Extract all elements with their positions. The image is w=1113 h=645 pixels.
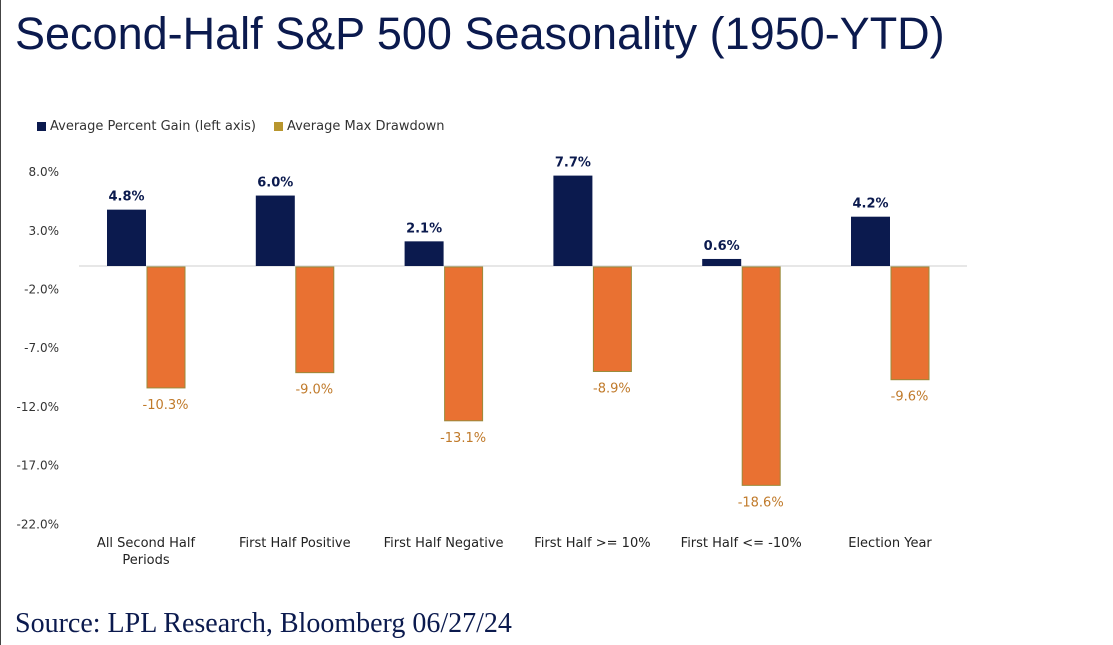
category-label: First Half >= 10% <box>534 536 650 551</box>
legend-item-drawdown: Average Max Drawdown <box>273 119 445 134</box>
y-tick-label: -2.0% <box>24 282 59 296</box>
legend-label-gain: Average Percent Gain (left axis) <box>50 119 256 134</box>
y-tick-label: -17.0% <box>17 459 59 473</box>
y-tick-label: -7.0% <box>24 341 59 355</box>
data-label-drawdown: -9.0% <box>295 383 333 398</box>
category-label: Election Year <box>848 536 932 551</box>
bar-drawdown <box>592 266 632 372</box>
legend-swatch-drawdown <box>273 122 283 131</box>
bar-gain <box>702 258 742 266</box>
data-label-gain: 7.7% <box>555 156 591 171</box>
bar-drawdown <box>146 266 186 389</box>
data-label-gain: 6.0% <box>257 176 293 191</box>
legend-swatch-gain <box>37 122 46 131</box>
category-label: All Second Half <box>97 536 196 551</box>
page-title: Second-Half S&P 500 Seasonality (1950-YT… <box>15 8 945 59</box>
bar-gain <box>255 195 295 266</box>
bar-drawdown <box>444 266 484 422</box>
bar-drawdown <box>890 266 930 381</box>
bar-drawdown <box>741 266 781 486</box>
data-label-drawdown: -13.1% <box>440 431 486 446</box>
y-tick-label: 8.0% <box>29 165 60 179</box>
data-label-gain: 2.1% <box>406 221 442 236</box>
bar-gain <box>851 216 890 266</box>
y-tick-label: -12.0% <box>17 400 59 414</box>
data-label-drawdown: -18.6% <box>738 495 784 510</box>
y-tick-label: 3.0% <box>29 224 60 238</box>
data-label-gain: 4.2% <box>852 197 888 212</box>
data-label-drawdown: -9.6% <box>891 390 929 405</box>
bar-gain <box>107 209 146 266</box>
data-label-gain: 4.8% <box>108 190 144 205</box>
data-label-drawdown: -8.9% <box>593 381 631 396</box>
bar-drawdown <box>295 266 335 374</box>
category-label: First Half Negative <box>384 536 504 551</box>
data-label-drawdown: -10.3% <box>143 398 189 413</box>
bar-gain <box>404 241 444 266</box>
legend: Average Percent Gain (left axis) Average… <box>37 119 445 134</box>
legend-label-drawdown: Average Max Drawdown <box>286 119 445 134</box>
bar-gain <box>553 175 593 266</box>
category-label: First Half <= -10% <box>681 536 802 551</box>
source-note: Source: LPL Research, Bloomberg 06/27/24 <box>15 608 512 639</box>
legend-item-gain: Average Percent Gain (left axis) <box>37 119 256 134</box>
data-label-gain: 0.6% <box>704 239 740 254</box>
y-tick-label: -22.0% <box>17 517 59 531</box>
category-label: First Half Positive <box>239 536 351 551</box>
category-label: Periods <box>122 553 170 568</box>
